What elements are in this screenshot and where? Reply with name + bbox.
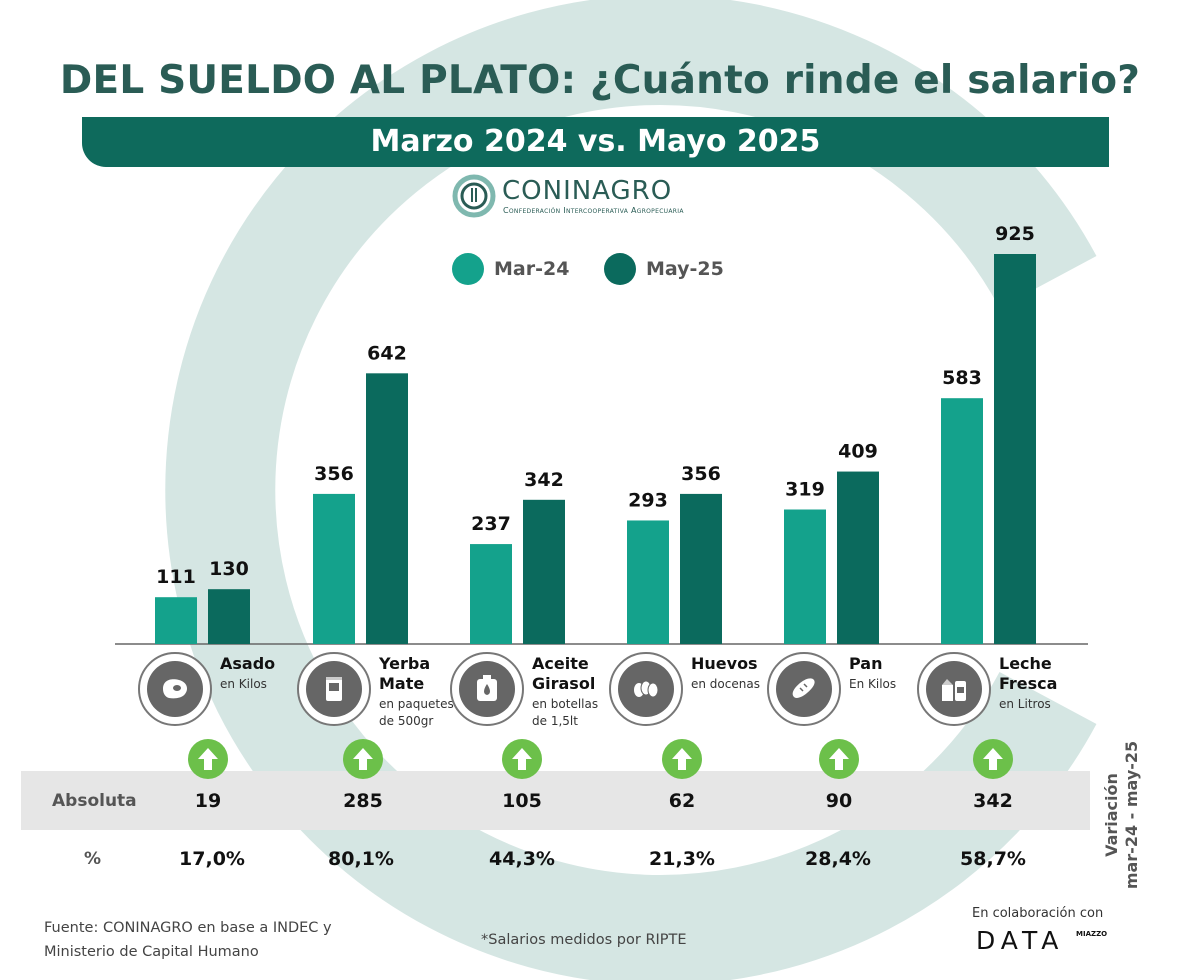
bar-mar-24-asado: [155, 597, 197, 644]
bar-mar-24-huevos: [627, 520, 669, 644]
category-name: Leche: [999, 654, 1052, 673]
up-arrow-icon: [662, 739, 702, 779]
absolute-row-band: [21, 771, 1090, 830]
legend-item-mar24: Mar-24: [452, 252, 569, 286]
percent-row-label: %: [84, 849, 102, 869]
ripte-note: *Salarios medidos por RIPTE: [481, 932, 687, 948]
bar-value-label: 342: [524, 469, 564, 491]
category-unit: En Kilos: [849, 677, 897, 691]
source-line-2: Ministerio de Capital Humano: [44, 944, 259, 960]
bar-value-label: 642: [367, 342, 407, 364]
up-arrow-icon: [819, 739, 859, 779]
category-unit: en Kilos: [220, 677, 267, 691]
category-unit: en paquetes: [379, 697, 454, 711]
absolute-value: 90: [825, 790, 853, 812]
absolute-value: 62: [668, 790, 696, 812]
logo-tagline: Confederación Intercooperativa Agropecua…: [503, 206, 684, 215]
category-name: Mate: [379, 674, 425, 693]
bar-mar-24-aceite-girasol: [470, 544, 512, 644]
variation-side-line2: mar-24 - may-25: [1122, 740, 1141, 890]
category-unit: en Litros: [999, 697, 1051, 711]
category-name: Fresca: [999, 674, 1058, 693]
percent-value: 44,3%: [489, 848, 555, 870]
legend-item-may25: May-25: [604, 252, 724, 286]
source-note: Fuente: CONINAGRO en base a INDEC y Mini…: [44, 916, 332, 964]
category-name: Asado: [220, 654, 276, 673]
bar-value-label: 583: [942, 367, 982, 389]
percent-value: 58,7%: [960, 848, 1026, 870]
bar-value-label: 111: [156, 566, 196, 588]
bar-value-label: 356: [681, 463, 721, 485]
bar-value-label: 130: [209, 558, 249, 580]
percent-value: 80,1%: [328, 848, 394, 870]
subtitle-banner: Marzo 2024 vs. Mayo 2025: [82, 117, 1109, 167]
oil-bottle-icon: [477, 675, 497, 701]
data-logo-sub: MIAZZO: [1076, 930, 1108, 938]
category-name: Aceite: [532, 654, 589, 673]
collab-text: En colaboración con: [972, 906, 1104, 921]
category-name: Girasol: [532, 674, 596, 693]
yerba-package-icon: [326, 677, 342, 701]
bread-icon: [792, 678, 815, 698]
bar-value-label: 319: [785, 479, 825, 501]
percent-value: 17,0%: [179, 848, 245, 870]
bar-mar-24-leche-fresca: [941, 398, 983, 644]
absolute-row-label: Absoluta: [52, 791, 137, 811]
up-arrow-icon: [343, 739, 383, 779]
page-title: DEL SUELDO AL PLATO: ¿Cuánto rinde el sa…: [59, 58, 1141, 103]
legend-swatch-mar24: [452, 253, 484, 285]
bar-value-label: 356: [314, 463, 354, 485]
bar-value-label: 409: [838, 441, 878, 463]
category-unit: de 500gr: [379, 714, 434, 728]
logo-name: CONINAGRO: [502, 176, 673, 206]
steak-icon: [163, 679, 187, 699]
bar-may-25-huevos: [680, 493, 722, 644]
bar-value-label: 237: [471, 513, 511, 535]
legend-swatch-may25: [604, 253, 636, 285]
absolute-value: 105: [502, 790, 542, 812]
variation-side-label: Variación mar-24 - may-25: [1098, 740, 1146, 890]
up-arrow-icon: [188, 739, 228, 779]
absolute-value: 342: [973, 790, 1013, 812]
milk-icon: [942, 679, 966, 701]
category-unit: en botellas: [532, 697, 599, 711]
coninagro-logo: CONINAGRO Confederación Intercooperativa…: [452, 174, 722, 222]
absolute-value: 19: [194, 790, 222, 812]
bar-value-label: 293: [628, 489, 668, 511]
category-unit: de 1,5lt: [532, 714, 578, 728]
legend-label-mar24: Mar-24: [494, 258, 570, 280]
eggs-icon: [634, 680, 659, 698]
absolute-value: 285: [343, 790, 383, 812]
percent-value: 21,3%: [649, 848, 715, 870]
category-name: Pan: [849, 654, 883, 673]
source-line-1: Fuente: CONINAGRO en base a INDEC y: [44, 920, 332, 936]
bar-may-25-leche-fresca: [994, 254, 1036, 644]
category-name: Huevos: [691, 654, 758, 673]
bar-value-label: 925: [995, 223, 1035, 245]
variation-side-line1: Variación: [1102, 773, 1121, 857]
coninagro-logo-icon: [452, 174, 496, 218]
percent-value: 28,4%: [805, 848, 871, 870]
bar-may-25-aceite-girasol: [523, 499, 565, 644]
up-arrow-icon: [502, 739, 542, 779]
bar-may-25-yerba-mate: [366, 373, 408, 644]
category-unit: en docenas: [691, 677, 760, 691]
bar-mar-24-pan: [784, 509, 826, 644]
bar-mar-24-yerba-mate: [313, 493, 355, 644]
up-arrow-icon: [973, 739, 1013, 779]
data-logo: DATA: [976, 926, 1065, 955]
category-name: Yerba: [379, 654, 431, 673]
legend-label-may25: May-25: [646, 258, 724, 280]
bar-may-25-asado: [208, 589, 250, 644]
bar-may-25-pan: [837, 471, 879, 644]
